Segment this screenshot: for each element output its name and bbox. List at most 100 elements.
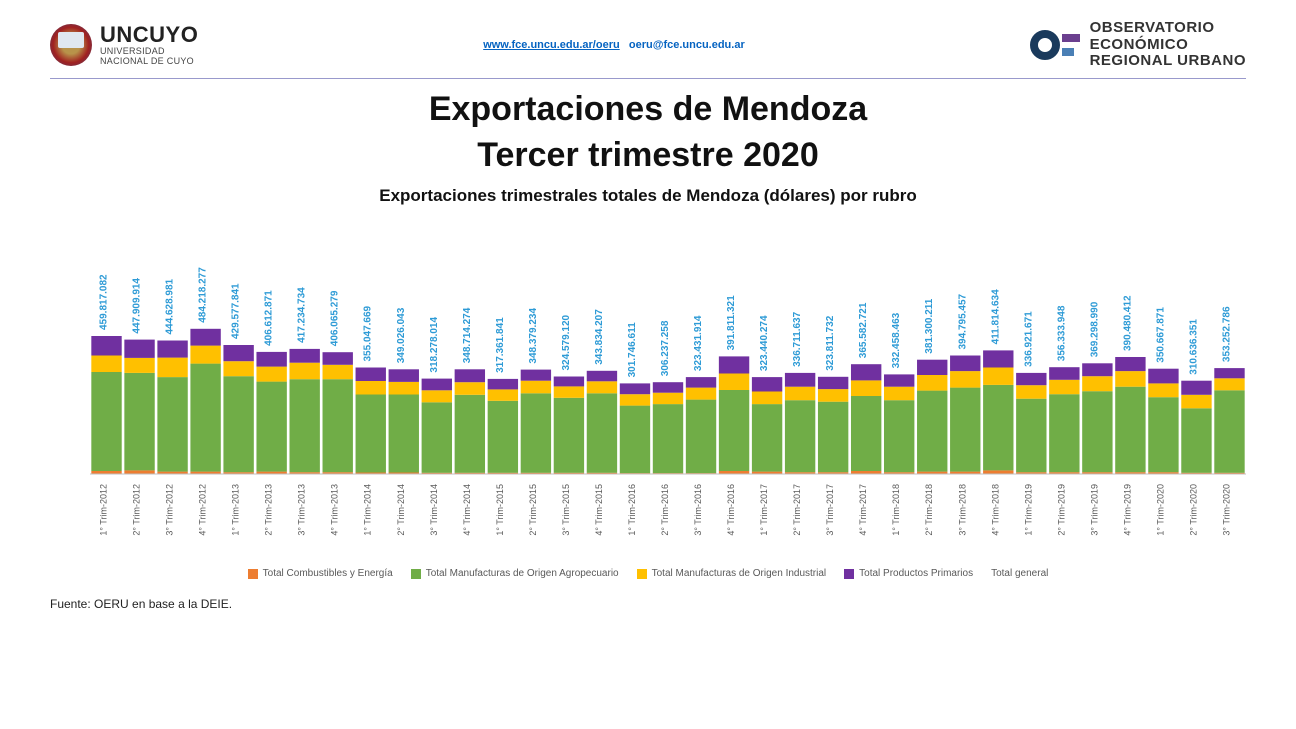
bar-total-label: 348.714.274 <box>462 307 473 363</box>
bar-segment <box>455 395 485 473</box>
legend-item: Total Manufacturas de Origen Agropecuari… <box>411 568 619 579</box>
bar-segment <box>653 382 683 393</box>
legend-item: Total Combustibles y Energía <box>248 568 393 579</box>
x-axis-label: 3° Trim-2018 <box>957 484 967 536</box>
x-axis-label: 4° Trim-2016 <box>726 484 736 536</box>
bar-segment <box>289 349 319 363</box>
bar-total-label: 369.298.990 <box>1089 301 1100 357</box>
bar-segment <box>256 382 286 472</box>
bar-total-label: 391.811.321 <box>726 295 737 350</box>
x-axis-label: 3° Trim-2014 <box>429 484 439 536</box>
bar-segment <box>818 389 848 402</box>
bar-segment <box>554 377 584 387</box>
bar-segment <box>653 404 683 473</box>
bar-segment <box>488 389 518 400</box>
bar-segment <box>91 336 121 356</box>
x-axis-label: 3° Trim-2020 <box>1221 484 1231 536</box>
bar-total-label: 356.333.948 <box>1056 305 1067 361</box>
bar-segment <box>422 402 452 473</box>
bar-segment <box>686 388 716 400</box>
bar-segment <box>653 393 683 404</box>
bar-total-label: 459.817.082 <box>99 274 110 330</box>
bar-segment <box>950 388 980 472</box>
x-axis-label: 4° Trim-2012 <box>198 484 208 536</box>
bar-total-label: 429.577.841 <box>231 283 242 339</box>
bar-segment <box>620 383 650 394</box>
bar-segment <box>1016 385 1046 399</box>
bar-segment <box>124 373 154 471</box>
chart-svg: 459.817.082 1° Trim-2012 447.909.914 2° Tri… <box>50 214 1246 554</box>
obs-line1: OBSERVATORIO <box>1090 20 1246 37</box>
chart-legend: Total Combustibles y Energía Total Manufa… <box>50 568 1246 579</box>
x-axis-label: 1° Trim-2018 <box>891 484 901 536</box>
header-links: www.fce.uncu.edu.ar/oeru oeru@fce.uncu.e… <box>483 39 745 51</box>
bar-segment <box>917 360 947 375</box>
bar-total-label: 365.582.721 <box>858 302 869 358</box>
x-axis-label: 2° Trim-2018 <box>924 484 934 536</box>
bar-total-label: 353.252.786 <box>1221 306 1232 362</box>
x-axis-label: 1° Trim-2017 <box>759 484 769 536</box>
bar-segment <box>1082 363 1112 376</box>
bar-segment <box>686 400 716 474</box>
bar-total-label: 406.065.279 <box>330 290 341 346</box>
observatorio-logo: OBSERVATORIO ECONÓMICO REGIONAL URBANO <box>1030 20 1246 70</box>
legend-swatch-icon <box>844 569 854 579</box>
bar-segment <box>256 367 286 382</box>
bar-total-label: 394.795.457 <box>957 294 968 350</box>
bar-segment <box>818 377 848 389</box>
bar-segment <box>157 358 187 378</box>
bar-segment <box>884 387 914 401</box>
x-axis-label: 4° Trim-2013 <box>330 484 340 536</box>
bar-segment <box>950 371 980 388</box>
uncuyo-crest-icon <box>50 24 92 66</box>
oeru-link[interactable]: www.fce.uncu.edu.ar/oeru <box>483 39 620 51</box>
bar-segment <box>256 352 286 367</box>
bar-segment <box>455 369 485 382</box>
stacked-bar-chart: 459.817.082 1° Trim-2012 447.909.914 2° Tri… <box>50 214 1246 554</box>
bar-segment <box>719 390 749 471</box>
bar-total-label: 317.361.841 <box>495 317 506 373</box>
bar-segment <box>455 382 485 395</box>
bar-segment <box>488 401 518 473</box>
bar-segment <box>356 368 386 382</box>
bar-segment <box>422 390 452 402</box>
bar-segment <box>785 373 815 387</box>
x-axis-label: 2° Trim-2015 <box>528 484 538 536</box>
bar-segment <box>884 400 914 472</box>
bar-segment <box>389 369 419 382</box>
bar-total-label: 390.480.412 <box>1122 295 1133 351</box>
bar-segment <box>488 379 518 390</box>
legend-item: Total Productos Primarios <box>844 568 973 579</box>
bar-total-label: 355.047.669 <box>363 306 374 362</box>
bar-segment <box>587 393 617 473</box>
bar-segment <box>1181 408 1211 473</box>
bar-segment <box>752 377 782 391</box>
bar-segment <box>587 371 617 382</box>
bar-segment <box>323 365 353 379</box>
bar-total-label: 318.278.014 <box>429 317 440 373</box>
x-axis-label: 1° Trim-2019 <box>1023 484 1033 536</box>
bar-segment <box>851 364 881 380</box>
observatorio-icon <box>1030 26 1080 64</box>
bar-total-label: 336.921.671 <box>1023 311 1034 367</box>
bar-segment <box>587 381 617 393</box>
x-axis-label: 4° Trim-2014 <box>462 484 472 536</box>
bar-segment <box>983 350 1013 367</box>
x-axis-label: 1° Trim-2012 <box>99 484 109 536</box>
bar-total-label: 447.909.914 <box>132 278 143 334</box>
bar-segment <box>1148 383 1178 397</box>
bar-segment <box>851 396 881 471</box>
bar-segment <box>620 406 650 474</box>
legend-swatch-icon <box>248 569 258 579</box>
bar-total-label: 310.636.351 <box>1188 319 1199 375</box>
bar-segment <box>917 375 947 391</box>
bar-total-label: 349.026.043 <box>396 307 407 363</box>
bar-segment <box>620 394 650 405</box>
bar-segment <box>950 356 980 372</box>
page-header: UNCUYO UNIVERSIDAD NACIONAL DE CUYO www.… <box>50 20 1246 79</box>
x-axis-label: 1° Trim-2016 <box>627 484 637 536</box>
bar-segment <box>1115 371 1145 387</box>
bar-segment <box>157 341 187 358</box>
bar-segment <box>223 376 253 472</box>
bar-total-label: 350.667.871 <box>1155 307 1166 363</box>
